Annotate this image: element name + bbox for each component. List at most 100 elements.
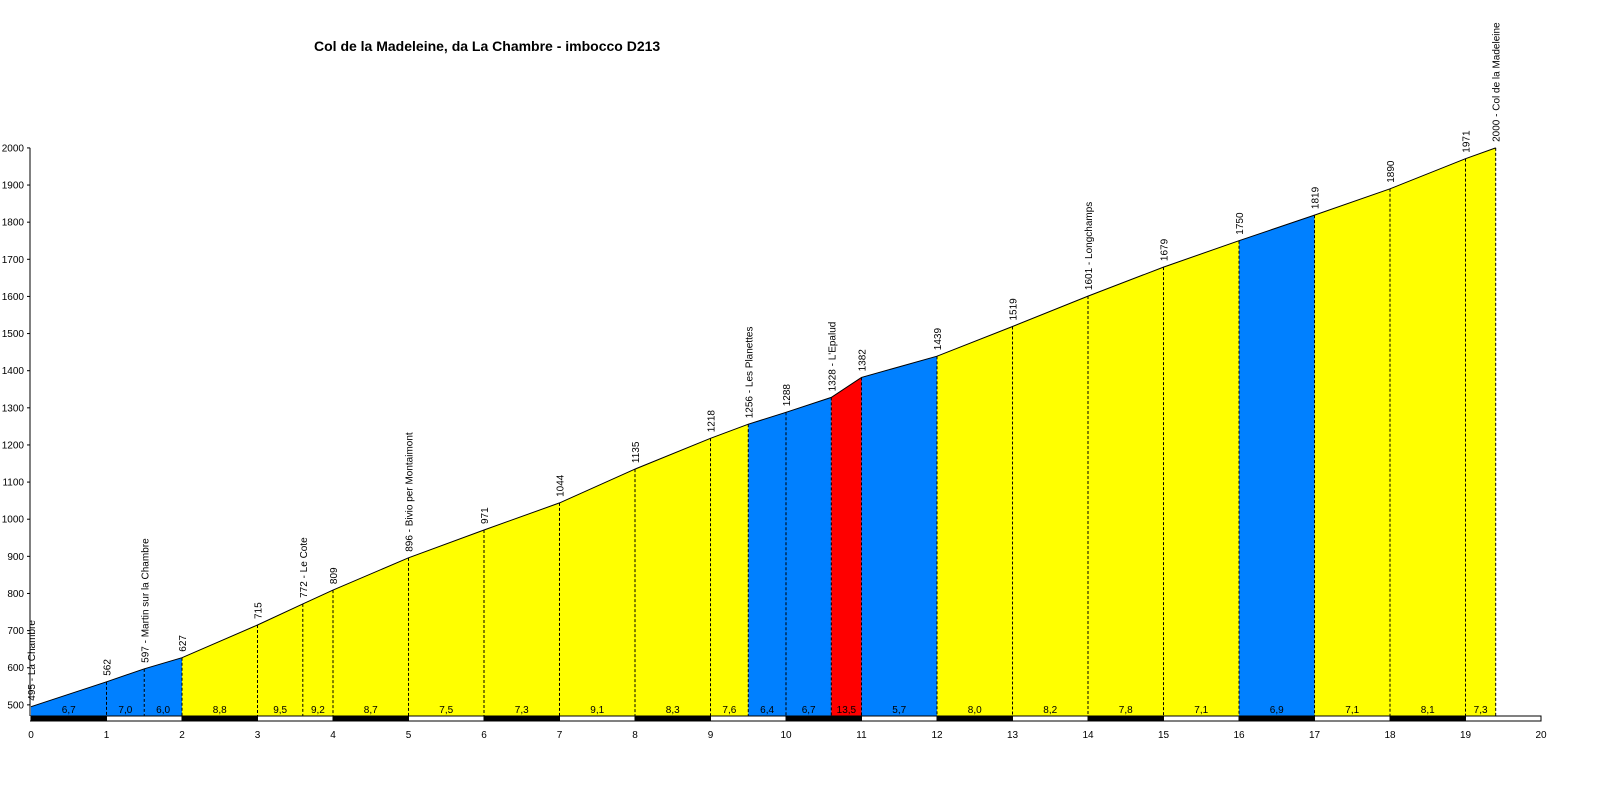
y-tick-label: 1900 — [2, 181, 25, 192]
scale-bar-km-0 — [30, 715, 107, 722]
gradient-label: 6,0 — [156, 705, 170, 716]
x-tick-label: 1 — [104, 730, 110, 741]
point-label: 627 — [178, 635, 189, 652]
x-tick-label: 9 — [708, 730, 714, 741]
x-tick-label: 0 — [28, 730, 34, 741]
y-tick-label: 1300 — [2, 403, 25, 414]
point-label: 1288 — [782, 384, 793, 407]
y-tick-label: 1700 — [2, 255, 25, 266]
y-tick-label: 500 — [7, 700, 24, 711]
segment-fill-21 — [1314, 188, 1390, 717]
gradient-segment-fills — [31, 147, 1496, 717]
scale-bar-km-18 — [1389, 715, 1466, 722]
segment-fill-4 — [257, 603, 303, 716]
point-label: 1819 — [1311, 186, 1322, 209]
scale-bar-km-16 — [1238, 715, 1315, 722]
y-tick-label: 1400 — [2, 366, 25, 377]
gradient-label: 9,1 — [590, 705, 604, 716]
x-tick-label: 20 — [1535, 730, 1547, 741]
gradient-label: 5,7 — [892, 705, 906, 716]
profile-outline — [30, 147, 1496, 708]
y-tick-label: 1200 — [2, 440, 25, 451]
gradient-label: 8,2 — [1043, 705, 1057, 716]
scale-bar-km-9 — [710, 715, 787, 722]
segment-fill-23 — [1465, 147, 1496, 716]
point-label: 1382 — [857, 349, 868, 372]
y-tick-label: 1100 — [2, 478, 24, 489]
gradient-label: 7,3 — [515, 705, 529, 716]
point-label: 1218 — [706, 410, 717, 433]
y-tick-label: 700 — [7, 626, 24, 637]
y-tick-labels: 500 600 700 800 900 1000 1100 1200 1300 1400 1500 1… — [2, 143, 25, 711]
gradient-label: 7,5 — [439, 705, 453, 716]
x-tick-label: 10 — [780, 730, 792, 741]
gradient-label: 7,1 — [1194, 705, 1208, 716]
x-tick-label: 3 — [255, 730, 261, 741]
y-tick-label: 600 — [7, 663, 24, 674]
gradient-label: 8,3 — [666, 705, 680, 716]
gradient-label: 7,0 — [118, 705, 132, 716]
segment-fill-3 — [182, 625, 258, 716]
segment-fill-5 — [302, 590, 333, 716]
scale-bar-km-5 — [408, 715, 485, 722]
segment-fill-17 — [1012, 296, 1088, 716]
gradient-label: 7,1 — [1345, 705, 1359, 716]
profile-line — [30, 147, 1496, 708]
segment-fill-2 — [144, 657, 182, 716]
gradient-label: 7,3 — [1474, 705, 1488, 716]
x-tick-label: 16 — [1233, 730, 1245, 741]
axes — [27, 147, 1540, 722]
point-label: 495 - La Chambre — [27, 620, 38, 701]
scale-bar-km-17 — [1314, 715, 1391, 722]
segment-fill-0 — [31, 681, 107, 716]
x-tick-label: 12 — [931, 730, 943, 741]
gradient-label: 6,9 — [1270, 705, 1284, 716]
gradient-label: 8,1 — [1421, 705, 1435, 716]
scale-bar-km-6 — [483, 715, 560, 722]
point-label: 1256 - Les Planettes — [744, 327, 755, 419]
scale-bar-km-12 — [936, 715, 1013, 722]
segment-fill-10 — [635, 438, 711, 716]
point-labels: 495 - La Chambre 562 597 - Martin sur la C… — [27, 22, 1503, 701]
point-label: 1044 — [555, 474, 566, 497]
x-tick-label: 5 — [406, 730, 412, 741]
gradient-label: 6,7 — [62, 705, 76, 716]
x-tick-label: 11 — [856, 730, 867, 741]
segment-fill-11 — [710, 424, 749, 716]
segment-fill-9 — [559, 469, 635, 716]
segment-fill-22 — [1390, 158, 1466, 716]
gradient-label: 8,7 — [364, 705, 378, 716]
x-tick-label: 18 — [1384, 730, 1396, 741]
point-label: 1679 — [1159, 238, 1170, 261]
gradient-label: 7,8 — [1119, 705, 1133, 716]
y-tick-label: 900 — [7, 552, 24, 563]
gradient-label: 13,5 — [837, 705, 857, 716]
scale-bar-km-7 — [559, 715, 636, 722]
scale-bar-km-4 — [332, 715, 409, 722]
point-label: 1971 — [1461, 130, 1472, 153]
x-tick-label: 2 — [179, 730, 185, 741]
y-tick-label: 1800 — [2, 218, 25, 229]
scale-bar-km-15 — [1163, 715, 1240, 722]
scale-bar-km-2 — [181, 715, 258, 722]
point-label: 1328 - L'Epalud — [827, 322, 838, 392]
scale-bar-km-8 — [634, 715, 711, 722]
y-tick-label: 1600 — [2, 292, 25, 303]
point-label: 1439 — [933, 328, 944, 351]
point-label: 562 — [103, 659, 114, 676]
y-tick-label: 800 — [7, 589, 24, 600]
segment-fill-20 — [1239, 215, 1315, 716]
gradient-label: 7,6 — [722, 705, 736, 716]
scale-bar-km-10 — [785, 715, 862, 722]
gradient-labels: 6,7 7,0 6,0 8,8 9,5 9,2 8,7 7,5 7,3 9,1 8,3 7,6 6,4 6… — [62, 705, 1488, 716]
x-tick-label: 7 — [557, 730, 563, 741]
segment-fill-15 — [861, 356, 937, 716]
y-tick-label: 2000 — [2, 143, 25, 154]
point-label: 971 — [480, 507, 491, 524]
point-label: 1519 — [1009, 298, 1020, 321]
x-tick-label: 14 — [1082, 730, 1094, 741]
segment-fill-6 — [333, 557, 409, 716]
segment-fill-7 — [408, 530, 484, 716]
point-label: 2000 - Col de la Madeleine — [1492, 22, 1503, 142]
